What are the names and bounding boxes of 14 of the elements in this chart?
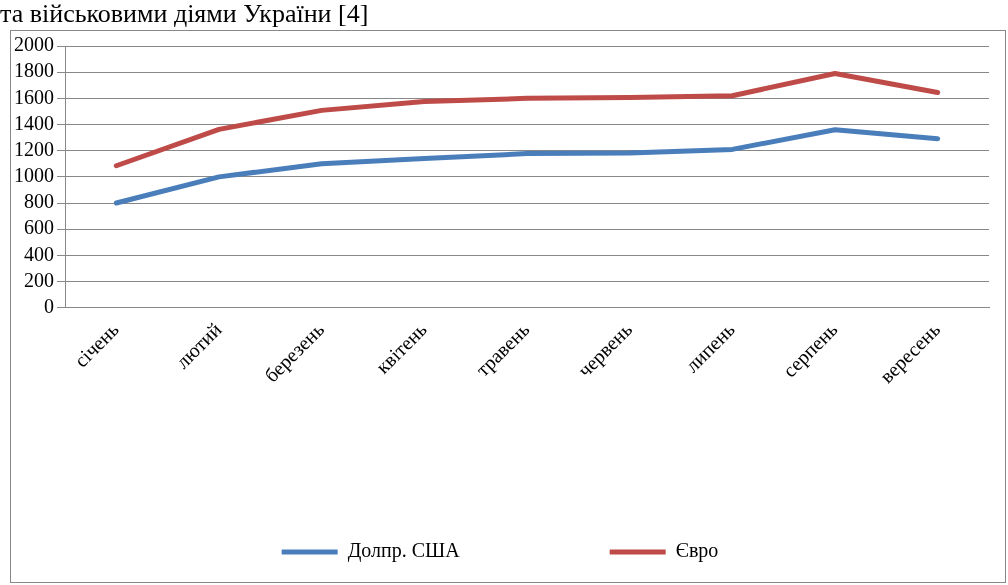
y-tick-label: 1600: [14, 85, 54, 108]
y-tick-label: 1800: [14, 59, 54, 82]
legend-label: Євро: [675, 539, 719, 563]
legend-label: Долпр. США: [347, 539, 461, 563]
y-tick-label: 600: [24, 216, 54, 239]
y-tick-label: 200: [24, 268, 54, 291]
y-tick-label: 2000: [14, 33, 54, 56]
y-tick-label: 1200: [14, 137, 54, 160]
y-tick-label: 0: [44, 294, 54, 317]
y-tick-label: 800: [24, 190, 54, 213]
y-tick-label: 1400: [14, 111, 54, 134]
chart-title: та військовими діями України [4]: [0, 0, 369, 28]
y-tick-label: 1000: [14, 164, 54, 187]
y-tick-label: 400: [24, 242, 54, 265]
